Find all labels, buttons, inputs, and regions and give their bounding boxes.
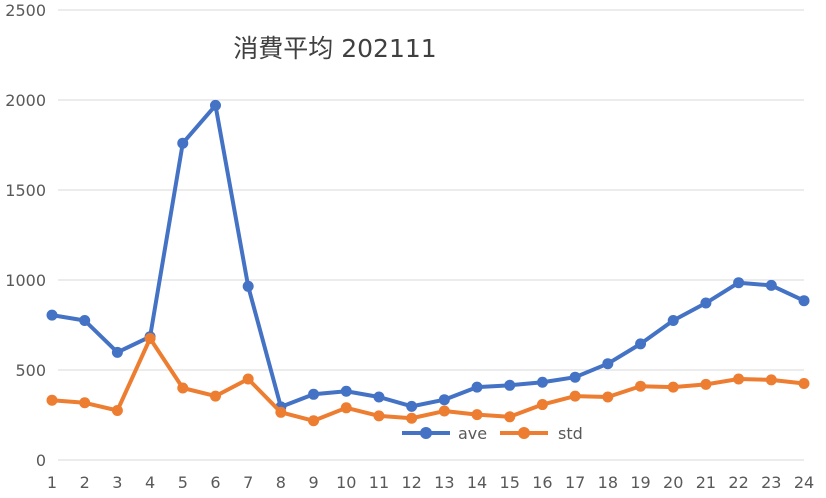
x-tick-label: 24	[794, 473, 814, 492]
data-point-std	[275, 406, 287, 418]
x-tick-label: 17	[565, 473, 585, 492]
y-axis-tick-labels: 0 500 1000 1500 2000 2500	[5, 1, 46, 470]
x-tick-label: 10	[336, 473, 356, 492]
data-point-std	[46, 394, 58, 406]
x-tick-label: 2	[80, 473, 90, 492]
data-point-ave	[471, 381, 483, 393]
legend-swatch-marker	[420, 427, 432, 439]
legend-label: ave	[458, 424, 487, 443]
data-point-std	[667, 381, 679, 393]
data-point-ave	[242, 280, 254, 292]
series-lines	[46, 99, 810, 427]
data-point-ave	[46, 309, 58, 321]
x-tick-label: 13	[434, 473, 454, 492]
data-point-std	[635, 380, 647, 392]
data-point-ave	[111, 346, 123, 358]
y-tick-label: 2500	[5, 1, 46, 20]
data-point-std	[340, 402, 352, 414]
y-tick-label: 500	[15, 361, 46, 380]
data-point-std	[406, 412, 418, 424]
data-point-std	[144, 333, 156, 344]
data-point-ave	[209, 99, 221, 111]
series-line-ave	[51, 103, 805, 409]
data-point-ave	[438, 394, 450, 406]
legend-label: std	[558, 424, 583, 443]
data-point-ave	[635, 338, 647, 350]
data-point-std	[373, 410, 385, 422]
y-tick-label: 1500	[5, 181, 46, 200]
x-tick-label: 23	[761, 473, 781, 492]
x-tick-label: 20	[663, 473, 683, 492]
data-point-ave	[406, 400, 418, 412]
data-point-std	[308, 415, 320, 427]
data-point-std	[602, 391, 614, 403]
data-point-std	[177, 382, 189, 394]
data-point-std	[765, 374, 777, 386]
data-point-std	[111, 405, 123, 416]
x-tick-label: 16	[532, 473, 552, 492]
data-point-ave	[373, 391, 385, 403]
x-tick-label: 3	[112, 473, 122, 492]
series-ave	[46, 99, 810, 413]
x-tick-label: 18	[598, 473, 618, 492]
data-point-ave	[798, 295, 810, 307]
data-point-ave	[733, 277, 745, 289]
data-point-ave	[308, 388, 320, 400]
data-point-ave	[177, 137, 189, 149]
data-point-std	[209, 390, 221, 402]
data-point-ave	[569, 371, 581, 383]
gridlines	[58, 9, 804, 461]
legend: ave std	[402, 424, 583, 443]
legend-item-std: std	[500, 424, 583, 443]
legend-item-ave: ave	[402, 424, 487, 443]
x-tick-label: 19	[630, 473, 650, 492]
y-tick-label: 0	[36, 451, 46, 470]
y-tick-label: 2000	[5, 91, 46, 110]
x-tick-label: 1	[47, 473, 57, 492]
data-point-std	[504, 411, 516, 423]
data-point-std	[700, 378, 712, 390]
x-tick-label: 12	[401, 473, 421, 492]
legend-swatch-marker	[518, 427, 530, 439]
data-point-std	[569, 390, 581, 402]
x-tick-label: 7	[243, 473, 253, 492]
data-point-std	[536, 399, 548, 411]
data-point-std	[438, 405, 450, 417]
x-axis-tick-labels: 1 2 3 4 5 6 7 8 9 10 11 12 13 14 15 16 17 18 19 20 21 22 23 24	[47, 473, 814, 492]
data-point-std	[79, 397, 91, 409]
data-point-ave	[504, 379, 516, 391]
series-std	[46, 333, 810, 427]
data-point-std	[733, 373, 745, 385]
data-point-ave	[602, 358, 614, 370]
x-tick-label: 8	[276, 473, 286, 492]
data-point-ave	[700, 297, 712, 309]
x-tick-label: 15	[500, 473, 520, 492]
data-point-std	[798, 378, 810, 389]
data-point-std	[242, 373, 254, 385]
x-tick-label: 4	[145, 473, 155, 492]
x-tick-label: 21	[696, 473, 716, 492]
x-tick-label: 6	[210, 473, 220, 492]
y-tick-label: 1000	[5, 271, 46, 290]
series-line-std	[51, 336, 805, 423]
x-tick-label: 14	[467, 473, 487, 492]
x-tick-label: 11	[369, 473, 389, 492]
data-point-ave	[667, 315, 679, 326]
data-point-std	[471, 409, 483, 421]
chart-title: 消費平均 202111	[233, 34, 436, 63]
x-tick-label: 9	[308, 473, 318, 492]
x-tick-label: 22	[728, 473, 748, 492]
data-point-ave	[536, 376, 548, 388]
data-point-ave	[79, 315, 91, 326]
x-tick-label: 5	[178, 473, 188, 492]
data-point-ave	[340, 385, 352, 397]
data-point-ave	[765, 279, 777, 291]
